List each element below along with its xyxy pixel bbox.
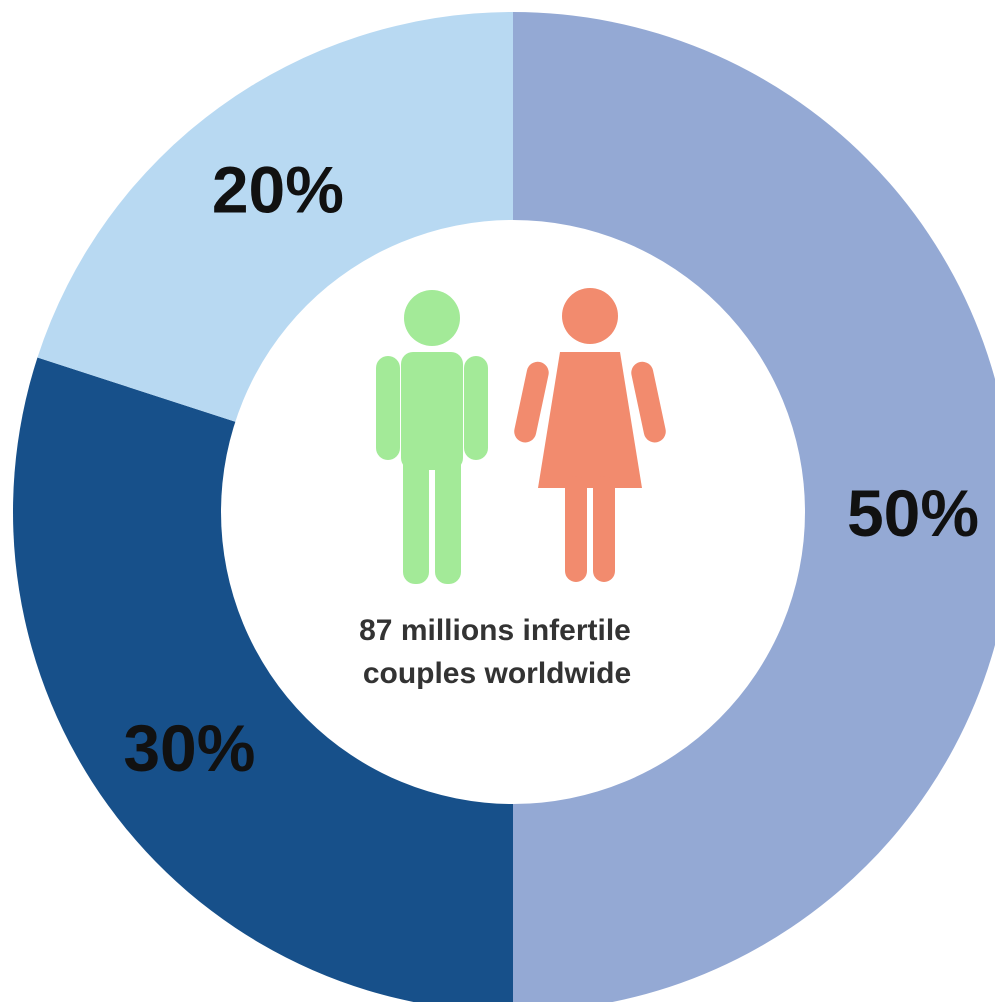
female-figure-icon	[514, 288, 666, 582]
slice-label-0: 50%	[847, 476, 979, 550]
male-figure-icon	[376, 290, 488, 584]
center-text-line1: 87 millions infertile	[359, 614, 631, 647]
donut-hole	[221, 220, 805, 804]
slice-labels: 50% 30% 20%	[123, 152, 979, 785]
slice-label-1: 30%	[123, 711, 255, 785]
center-text-line2: couples worldwide	[363, 657, 631, 690]
slice-label-2: 20%	[212, 152, 344, 226]
